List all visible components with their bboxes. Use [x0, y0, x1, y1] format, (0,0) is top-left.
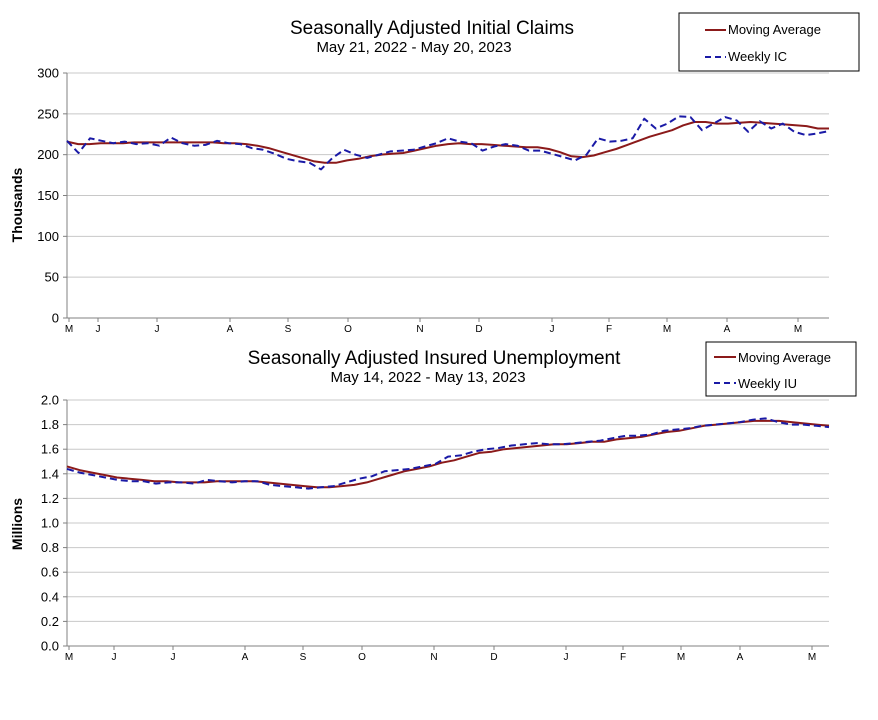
y-tick-label: 0 [52, 311, 59, 326]
chart-subtitle: May 14, 2022 - May 13, 2023 [330, 369, 525, 386]
x-tick-label: A [227, 324, 234, 335]
x-tick-label: D [490, 652, 497, 663]
x-tick-label: S [300, 652, 307, 663]
initial-claims-plot: 0 50 100 150 200 250 300 M J J A S O N D J F M A M [37, 66, 830, 335]
y-tick-label: 1.2 [41, 491, 59, 506]
legend-label-moving-average: Moving Average [738, 350, 831, 365]
x-tick-label: A [724, 324, 731, 335]
y-tick-label: 0.4 [41, 589, 59, 604]
y-tick-label: 1.4 [41, 466, 59, 481]
x-tick-label: O [358, 652, 366, 663]
y-tick-label: 1.0 [41, 516, 59, 531]
y-tick-label: 1.8 [41, 417, 59, 432]
legend-label-weekly: Weekly IU [738, 376, 797, 391]
legend-box [705, 341, 857, 397]
x-tick-label: J [564, 652, 569, 663]
x-tick-label: J [155, 324, 160, 335]
y-tick-label: 1.6 [41, 442, 59, 457]
insured-unemployment-plot: 0.0 0.2 0.4 0.6 0.8 1.0 1.2 1.4 1.6 1.8 2.0 M J J A S O N… [41, 393, 830, 663]
series-line-moving-average [66, 121, 829, 164]
y-tick-label: 200 [37, 147, 59, 162]
insured-unemployment-chart: Seasonally Adjusted Insured Unemployment… [9, 341, 857, 550]
initial-claims-chart: Seasonally Adjusted Initial Claims May 2… [9, 12, 860, 242]
x-tick-label: F [606, 324, 612, 335]
x-tick-label: M [794, 324, 802, 335]
x-tick-label: S [285, 324, 292, 335]
x-tick-label: N [430, 652, 437, 663]
x-tick-label: A [242, 652, 249, 663]
chart-subtitle: May 21, 2022 - May 20, 2023 [316, 39, 511, 56]
x-tick-label: M [65, 652, 73, 663]
y-tick-label: 2.0 [41, 393, 59, 408]
series-line-weekly [66, 417, 830, 490]
y-tick-label: 50 [45, 270, 59, 285]
x-tick-label: J [550, 324, 555, 335]
y-tick-label: 100 [37, 229, 59, 244]
x-tick-label: J [171, 652, 176, 663]
x-tick-label: D [475, 324, 482, 335]
y-tick-label: 0.0 [41, 639, 59, 654]
legend: Moving Average Weekly IC [678, 12, 860, 72]
y-tick-label: 0.2 [41, 614, 59, 629]
y-axis-label: Millions [9, 498, 25, 550]
legend-box [678, 12, 860, 72]
chart-title: Seasonally Adjusted Initial Claims [290, 18, 574, 39]
x-tick-label: N [416, 324, 423, 335]
y-tick-label: 0.6 [41, 565, 59, 580]
y-tick-label: 150 [37, 188, 59, 203]
y-tick-label: 300 [37, 66, 59, 81]
legend-label-moving-average: Moving Average [728, 22, 821, 37]
y-axis-label: Thousands [9, 167, 25, 242]
x-tick-label: M [663, 324, 671, 335]
x-tick-label: A [737, 652, 744, 663]
legend: Moving Average Weekly IU [705, 341, 857, 397]
chart-title: Seasonally Adjusted Insured Unemployment [248, 348, 622, 369]
y-tick-label: 0.8 [41, 540, 59, 555]
x-tick-label: M [808, 652, 816, 663]
x-tick-label: J [112, 652, 117, 663]
legend-label-weekly: Weekly IC [728, 49, 787, 64]
x-tick-label: F [620, 652, 626, 663]
x-tick-label: O [344, 324, 352, 335]
x-tick-label: M [65, 324, 73, 335]
series-line-weekly [66, 115, 830, 171]
series-line-moving-average [66, 419, 830, 489]
x-tick-label: M [677, 652, 685, 663]
y-tick-label: 250 [37, 106, 59, 121]
x-tick-label: J [96, 324, 101, 335]
